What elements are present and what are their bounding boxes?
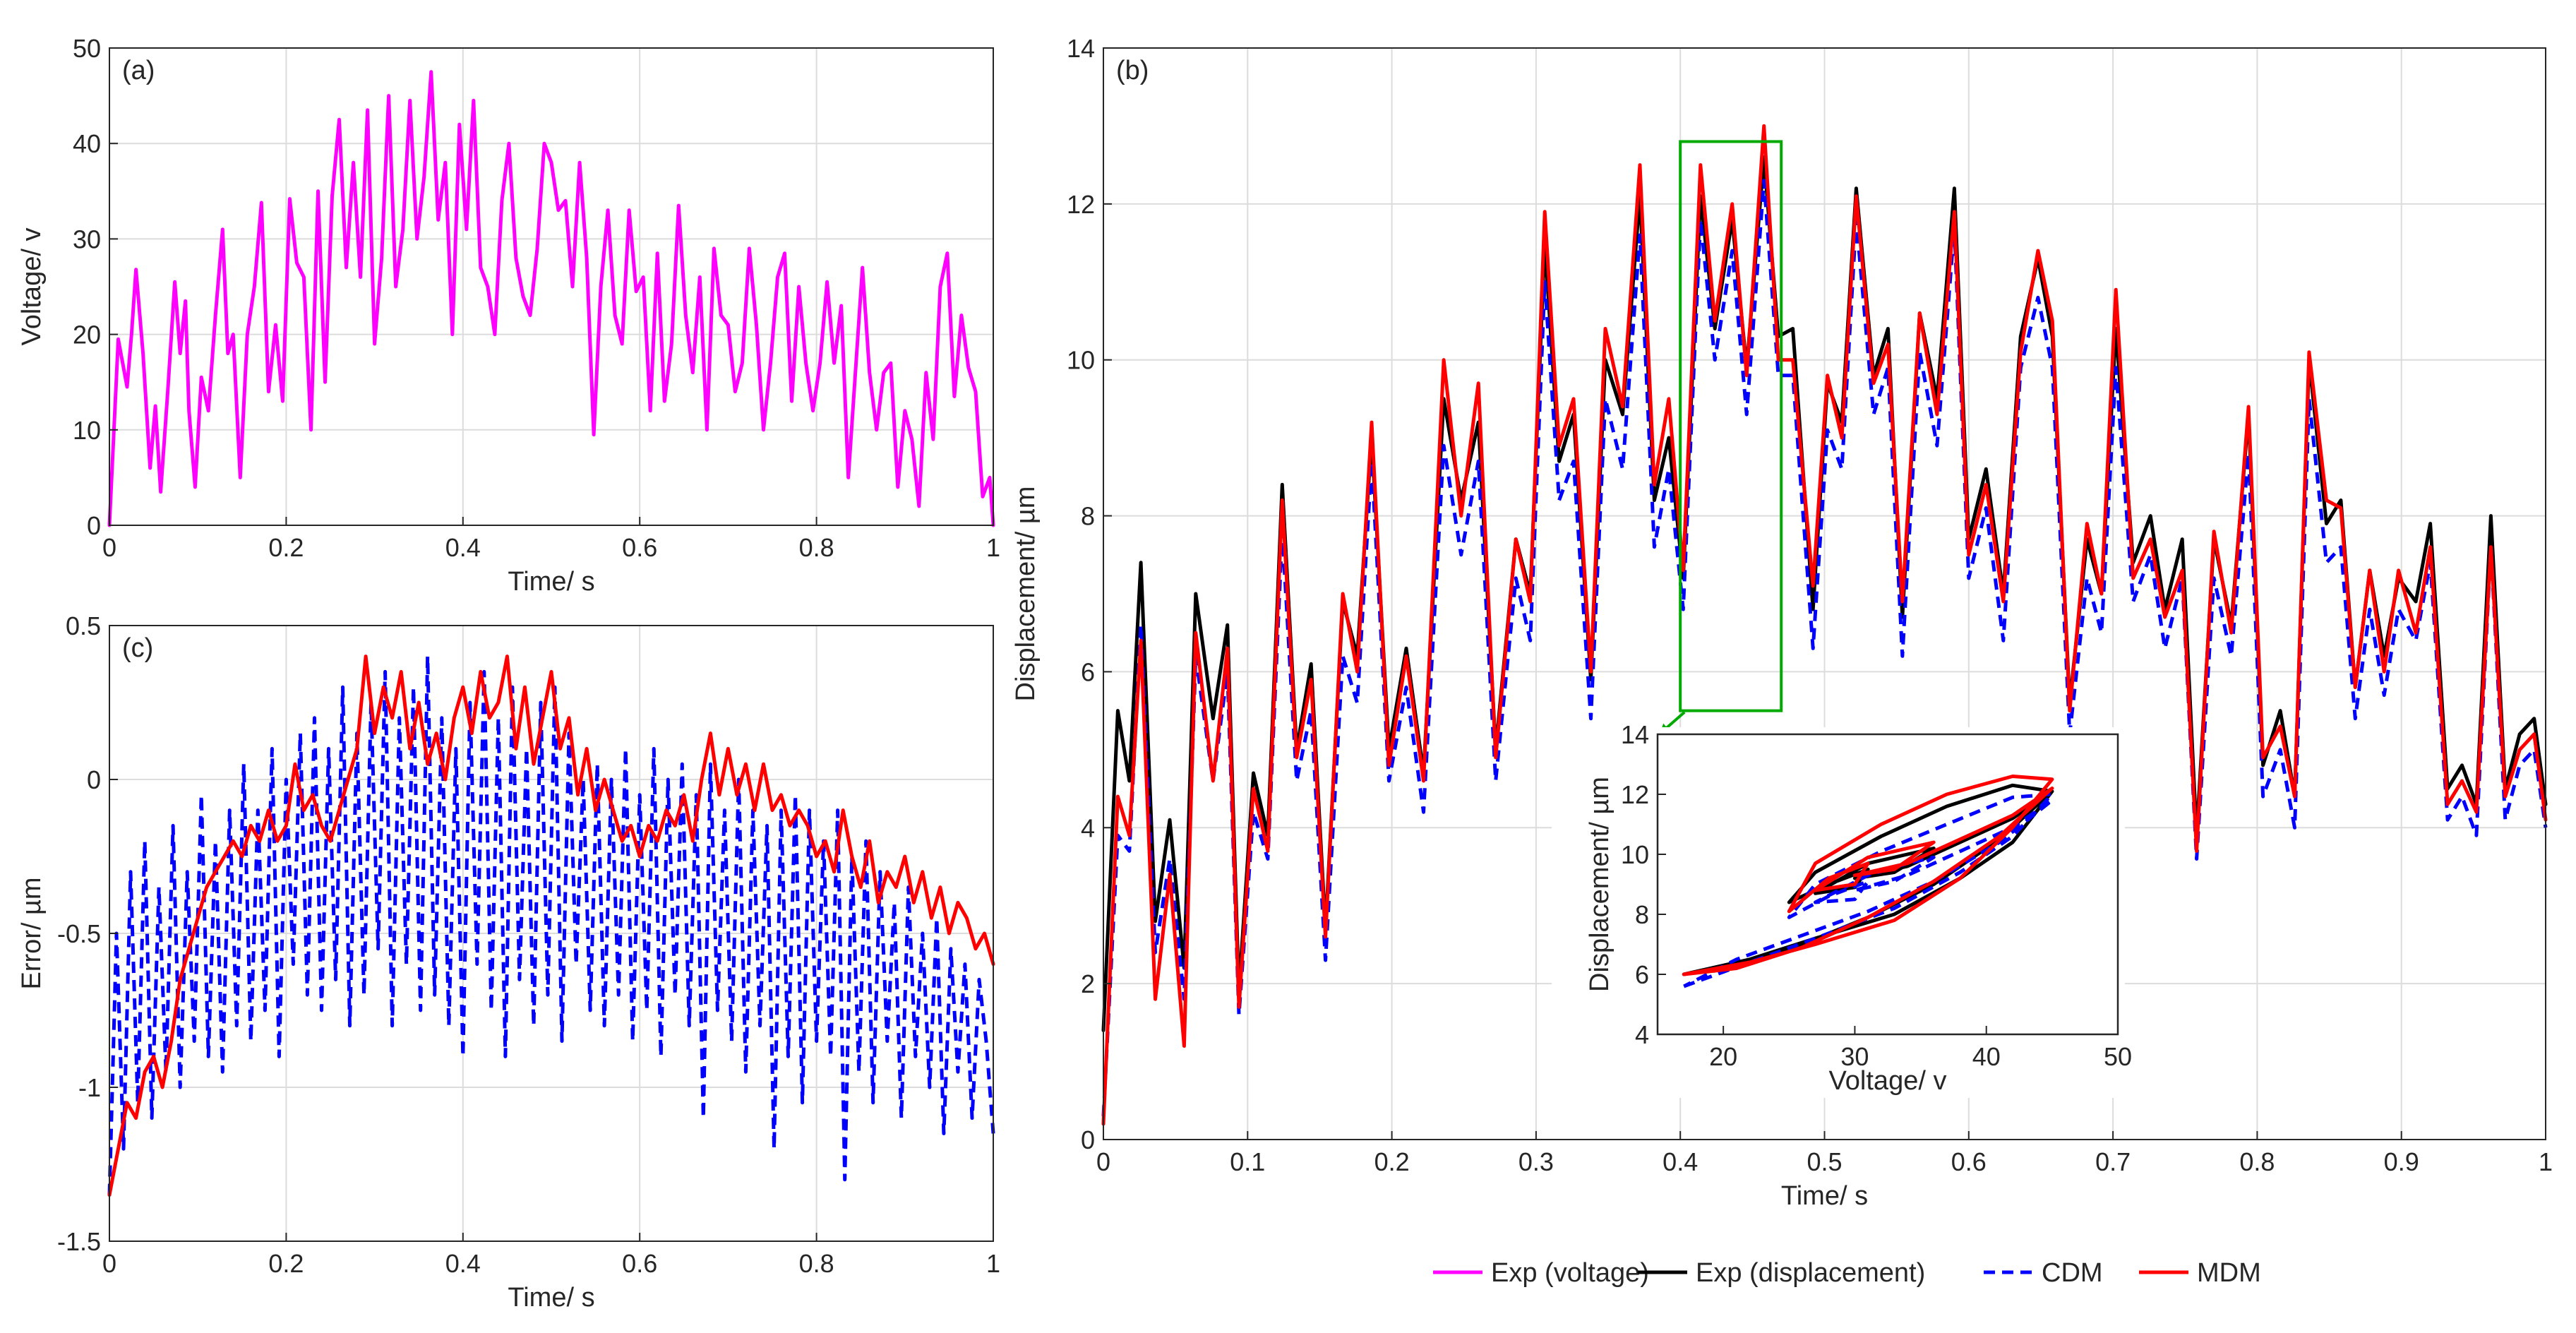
- legend: Exp (voltage) Exp (displacement) CDM MDM: [1433, 1258, 2261, 1288]
- y-axis-label-inset: Displacement/ µm: [1585, 777, 1615, 992]
- x-tick-label: 0.5: [1807, 1147, 1842, 1176]
- axes-frame-a: [109, 47, 994, 526]
- x-tick-label: 0.4: [1663, 1147, 1698, 1176]
- y-tick-label: 2: [1081, 969, 1095, 998]
- y-tick-label: 0.5: [66, 611, 101, 640]
- series-a: [107, 70, 995, 527]
- x-tick-label: 0.3: [1518, 1147, 1554, 1176]
- panel-b: 0 0.1 0.2 0.3 0.4 0.5 0.6 0.7 0.8 0.9 102468101214…: [1011, 34, 2553, 1211]
- y-tick-label: 50: [73, 34, 101, 63]
- x-tick-label: 40: [1972, 1042, 2001, 1071]
- y-tick-label: 10: [73, 416, 101, 445]
- x-tick-label: 0.6: [622, 533, 657, 562]
- series-b: [1101, 124, 2548, 1126]
- x-tick-label: 0.8: [799, 533, 834, 562]
- y-tick-label: 0: [87, 765, 101, 794]
- x-axis-label-b: Time/ s: [1781, 1181, 1868, 1211]
- y-tick-label: -1: [78, 1073, 101, 1102]
- series-line-mdm: [107, 654, 995, 1197]
- y-axis-label-c: Error/ µm: [17, 877, 47, 989]
- x-tick-label: 0.6: [622, 1249, 657, 1278]
- x-tick-label: 0.2: [268, 533, 304, 562]
- panel-label-a: (a): [122, 56, 155, 85]
- x-tick-label: 0.8: [2239, 1147, 2275, 1176]
- x-axis-label-c: Time/ s: [508, 1283, 594, 1313]
- axes-frame-inset: [1656, 733, 2119, 1036]
- y-tick-label: 12: [1621, 780, 1649, 809]
- x-tick-label: 0: [102, 533, 116, 562]
- legend-label: CDM: [2042, 1258, 2103, 1288]
- x-tick-label: 0.8: [799, 1249, 834, 1278]
- x-axis-label-inset: Voltage/ v: [1829, 1066, 1947, 1096]
- x-tick-label: 0.7: [2095, 1147, 2131, 1176]
- series-line-mdm: [1101, 124, 2548, 1126]
- panel-b-inset: 20 30 40 50 4 6 8 10 12 14 Voltage/ v Displacemen…: [1552, 720, 2132, 1098]
- x-tick-label: 0: [1096, 1147, 1110, 1176]
- x-axis-label-a: Time/ s: [508, 567, 594, 597]
- y-tick-label: 20: [73, 321, 101, 349]
- series-line-cdm: [107, 654, 995, 1195]
- x-tick-label: 0: [102, 1249, 116, 1278]
- y-tick-label: 30: [73, 225, 101, 253]
- y-tick-label: 6: [1081, 657, 1095, 686]
- y-axis-label-a: Voltage/ v: [17, 228, 47, 346]
- y-tick-label: 14: [1621, 720, 1649, 749]
- x-tick-label: 1: [2539, 1147, 2553, 1176]
- legend-label: Exp (displacement): [1696, 1258, 1925, 1288]
- x-tick-label: 0.6: [1951, 1147, 1987, 1176]
- y-tick-label: 6: [1635, 960, 1649, 989]
- y-tick-label: 4: [1635, 1020, 1649, 1049]
- y-tick-label: 0: [87, 511, 101, 540]
- y-tick-label: 8: [1081, 502, 1095, 531]
- x-tick-label: 0.9: [2384, 1147, 2419, 1176]
- y-tick-label: 12: [1067, 190, 1095, 219]
- x-tick-label: 0.4: [445, 1249, 481, 1278]
- series-inset: [1682, 775, 2054, 988]
- x-tick-label: 50: [2104, 1042, 2132, 1071]
- y-tick-label: 10: [1621, 840, 1649, 869]
- series-line-mdm: [1682, 775, 2054, 976]
- zoom-highlight-box: [1679, 140, 1783, 712]
- legend-label: MDM: [2197, 1258, 2261, 1288]
- series-line-exp-voltage-: [107, 70, 995, 527]
- ticks-inset: 20 30 40 50 4 6 8 10 12 14: [1621, 720, 2132, 1071]
- y-tick-label: 40: [73, 129, 101, 158]
- panel-label-b: (b): [1116, 56, 1149, 85]
- ticks-c: 0 0.2 0.4 0.6 0.8 1 -1.5 -1 -0.5 0 0.5: [57, 611, 1000, 1278]
- x-tick-label: 0.2: [268, 1249, 304, 1278]
- y-tick-label: 4: [1081, 813, 1095, 842]
- y-tick-label: 14: [1067, 34, 1095, 63]
- y-tick-label: 0: [1081, 1125, 1095, 1154]
- y-tick-label: -0.5: [57, 919, 101, 948]
- legend-label: Exp (voltage): [1491, 1258, 1649, 1288]
- y-axis-label-b: Displacement/ µm: [1011, 486, 1041, 702]
- x-tick-label: 1: [986, 533, 1000, 562]
- x-tick-label: 1: [986, 1249, 1000, 1278]
- x-tick-label: 0.2: [1374, 1147, 1410, 1176]
- series-c: [107, 654, 995, 1197]
- x-tick-label: 30: [1840, 1042, 1869, 1071]
- x-tick-label: 0.4: [445, 533, 481, 562]
- y-tick-label: 10: [1067, 346, 1095, 375]
- panel-label-c: (c): [122, 633, 153, 663]
- panel-c: 0 0.2 0.4 0.6 0.8 1 -1.5 -1 -0.5 0 0.5 (c) Time/ s…: [17, 611, 1000, 1313]
- x-tick-label: 0.1: [1230, 1147, 1265, 1176]
- y-tick-label: -1.5: [57, 1227, 101, 1256]
- x-tick-label: 20: [1709, 1042, 1737, 1071]
- y-tick-label: 8: [1635, 900, 1649, 929]
